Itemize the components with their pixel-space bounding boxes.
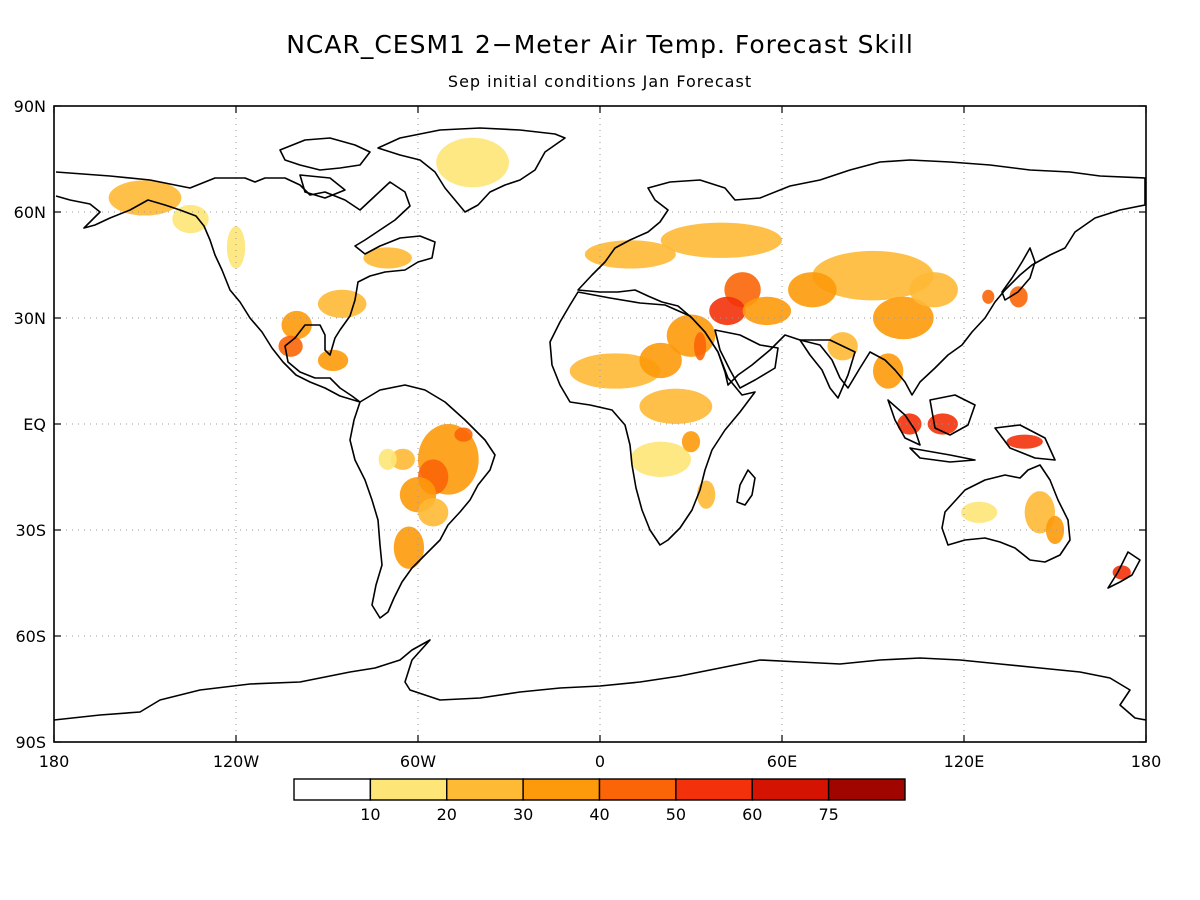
skill-region-39 xyxy=(1009,286,1028,308)
skill-region-3 xyxy=(436,137,509,188)
coastline-north-america xyxy=(55,171,436,403)
coastline-south-america xyxy=(349,384,496,619)
skill-region-21 xyxy=(742,296,792,326)
lon-tick-label: 180 xyxy=(39,752,70,771)
coastline-antarctica xyxy=(53,639,1147,721)
skill-shading-layer xyxy=(108,137,1131,580)
map-title: NCAR_CESM1 2−Meter Air Temp. Forecast Sk… xyxy=(286,30,914,59)
colorbar-swatch xyxy=(369,778,448,801)
lat-tick-label: 90S xyxy=(15,733,46,752)
skill-region-2 xyxy=(226,226,246,269)
colorbar-tick-label: 40 xyxy=(589,805,609,824)
skill-region-1 xyxy=(172,204,209,234)
lat-tick-label: 60N xyxy=(14,203,46,222)
colorbar-tick-label: 75 xyxy=(818,805,838,824)
skill-region-38 xyxy=(1006,434,1043,449)
lon-tick-label: 120E xyxy=(944,752,985,771)
skill-region-44 xyxy=(1112,565,1131,580)
skill-region-16 xyxy=(378,448,397,470)
skill-region-17 xyxy=(584,240,676,269)
lat-tick-label: 90N xyxy=(14,97,46,116)
skill-region-28 xyxy=(681,431,701,453)
lon-tick-label: 60W xyxy=(400,752,436,771)
lon-tick-label: 120W xyxy=(213,752,260,771)
lat-tick-label: 30S xyxy=(15,521,46,540)
coastline-arctic-islands xyxy=(279,137,371,199)
lon-tick-label: 60E xyxy=(767,752,797,771)
map-area xyxy=(53,105,1147,743)
coastline-new-zealand xyxy=(1107,551,1141,589)
skill-region-8 xyxy=(317,289,367,318)
coastline-arabia xyxy=(714,329,779,389)
colorbar-swatch xyxy=(598,778,677,801)
colorbar-swatch xyxy=(675,778,753,801)
skill-region-42 xyxy=(1045,515,1065,545)
skill-region-12 xyxy=(390,448,415,470)
colorbar-tick-label: 30 xyxy=(513,805,533,824)
skill-region-26 xyxy=(639,388,713,425)
lat-tick-label: 30N xyxy=(14,309,46,328)
colorbar-tick-label: 20 xyxy=(437,805,457,824)
skill-region-6 xyxy=(278,335,303,357)
lon-tick-label: 0 xyxy=(595,752,605,771)
skill-region-43 xyxy=(960,501,998,523)
skill-region-35 xyxy=(873,353,904,389)
colorbar-swatch xyxy=(751,778,830,801)
map-subtitle: Sep initial conditions Jan Forecast xyxy=(448,72,752,91)
lat-tick-label: EQ xyxy=(23,415,46,434)
skill-region-20 xyxy=(709,296,746,326)
skill-region-40 xyxy=(982,289,995,304)
colorbar-swatch xyxy=(827,778,906,801)
skill-region-5 xyxy=(281,310,312,340)
coastline-africa xyxy=(549,291,756,546)
coastlines xyxy=(53,127,1147,721)
colorbar-swatch xyxy=(446,778,524,801)
skill-region-13 xyxy=(454,427,473,442)
coastline-japan xyxy=(1001,247,1036,301)
coastline-australia xyxy=(941,464,1071,563)
skill-region-33 xyxy=(909,272,958,308)
skill-region-4 xyxy=(363,247,412,269)
skill-region-25 xyxy=(639,342,682,379)
skill-region-23 xyxy=(694,332,707,361)
colorbar-tick-label: 60 xyxy=(742,805,762,824)
colorbar-tick-label: 50 xyxy=(666,805,686,824)
lon-tick-label: 180 xyxy=(1131,752,1162,771)
skill-region-32 xyxy=(873,296,934,340)
latitude-tick-labels: 90N 60N 30N EQ 30S 60S 90S xyxy=(14,97,1146,752)
skill-region-31 xyxy=(788,272,837,308)
colorbar: 10 20 30 40 50 60 75 xyxy=(293,778,906,824)
skill-region-0 xyxy=(108,180,182,216)
skill-region-30 xyxy=(812,250,934,301)
coastline-greenland xyxy=(377,127,566,213)
graticule xyxy=(54,106,1146,742)
colorbar-tick-label: 10 xyxy=(360,805,380,824)
coastline-madagascar xyxy=(736,469,756,506)
skill-region-7 xyxy=(317,349,349,371)
longitude-tick-labels: 180 120W 60W 0 60E 120E 180 xyxy=(39,106,1162,771)
lat-tick-label: 60S xyxy=(15,627,46,646)
skill-region-24 xyxy=(569,353,661,389)
skill-region-14 xyxy=(393,526,425,569)
colorbar-swatch xyxy=(293,778,372,801)
skill-region-15 xyxy=(418,498,449,527)
skill-region-27 xyxy=(630,441,692,478)
coastline-indonesia xyxy=(887,394,1056,463)
skill-region-18 xyxy=(660,222,782,258)
colorbar-swatch xyxy=(522,778,601,801)
skill-region-29 xyxy=(697,480,716,509)
coastline-india xyxy=(799,339,856,399)
